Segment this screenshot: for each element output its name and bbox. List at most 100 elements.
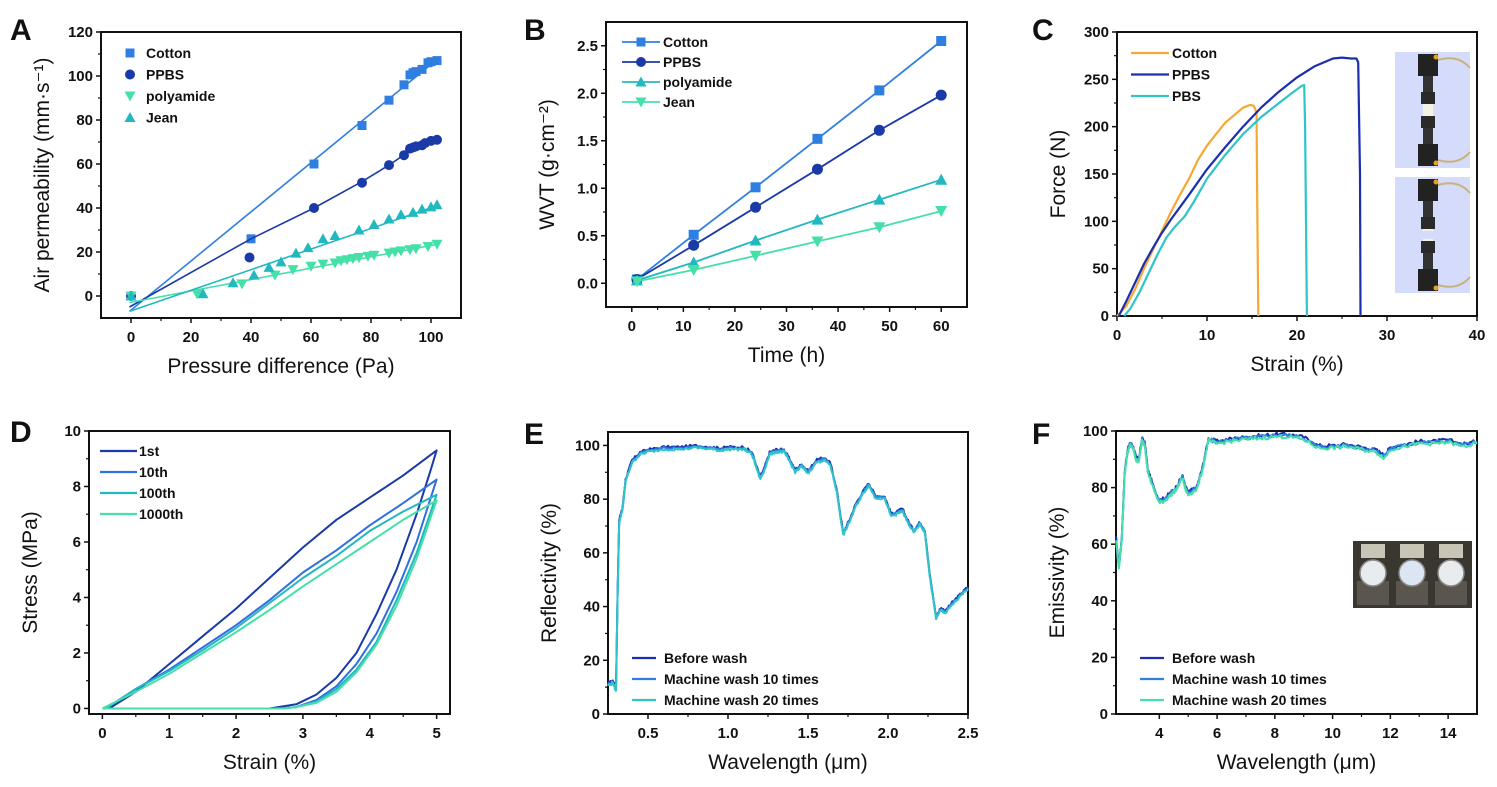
data-point-polyamide	[353, 253, 365, 263]
data-point-polyamide	[191, 289, 203, 300]
legend-label: 100th	[139, 485, 176, 501]
series-line-cotton	[636, 40, 942, 281]
data-point-polyamide	[873, 193, 886, 205]
clamp-bottom	[1421, 116, 1435, 128]
data-point-ppbs	[873, 124, 885, 136]
data-point-ppbs	[384, 160, 394, 171]
y-tick-label: 100	[575, 437, 600, 454]
data-point-jean	[248, 269, 260, 280]
series-line-jean	[636, 210, 942, 283]
spectrum-before-wash	[607, 443, 969, 691]
connector	[1433, 179, 1439, 185]
legend-label: Jean	[146, 110, 178, 126]
x-tick-label: 20	[183, 329, 200, 346]
clamp-top	[1421, 92, 1435, 104]
x-tick-label: 0	[98, 725, 106, 742]
y-tick-label: 40	[583, 599, 600, 616]
fit-line-polyamide	[129, 243, 438, 304]
data-point-cotton	[432, 56, 442, 66]
connector	[1433, 160, 1439, 166]
data-point-jean	[416, 203, 428, 214]
data-point-jean	[407, 206, 419, 217]
y-tick-label: 6	[73, 534, 81, 551]
data-point-cotton	[936, 36, 947, 46]
x-tick-label: 40	[830, 318, 847, 335]
connector	[1433, 285, 1439, 291]
data-point-jean	[431, 199, 443, 210]
y-tick-label: 60	[1091, 536, 1108, 553]
series-loop-100th	[105, 493, 438, 710]
data-point-cotton	[309, 159, 319, 169]
data-point-cotton	[812, 133, 823, 144]
x-tick-label: 8	[1271, 725, 1279, 742]
x-tick-label: 0	[628, 318, 636, 335]
data-point-ppbs	[244, 252, 255, 263]
data-point-jean	[125, 290, 137, 301]
legend-label: Jean	[663, 94, 695, 110]
clamp-bottom	[1421, 241, 1435, 253]
x-axis-title: Wavelength (μm)	[708, 751, 868, 774]
legend-label: Cotton	[1172, 45, 1217, 61]
sample-holder-plate	[1400, 544, 1424, 558]
data-point-jean	[290, 247, 302, 258]
y-tick-label: 0	[1100, 706, 1108, 723]
legend-label: polyamide	[146, 88, 215, 104]
y-tick-label: 80	[76, 112, 93, 129]
data-point-polyamide	[329, 258, 341, 269]
grip-top	[1418, 179, 1438, 201]
plot-frame	[607, 431, 969, 715]
x-tick-label: 60	[303, 329, 320, 346]
y-tick-label: 2	[73, 645, 81, 662]
data-point-polyamide	[811, 213, 824, 225]
y-tick-label: 10	[64, 423, 81, 440]
legend-label: 1000th	[139, 506, 183, 522]
legend-label: polyamide	[663, 74, 732, 90]
y-tick-label: 50	[1092, 261, 1109, 278]
data-point-polyamide	[395, 246, 407, 257]
fabric-sample-disc	[1359, 559, 1387, 587]
panel-a: A 0 20 40 60 80 100 0 20 40 60 80 100 120 Pressure dif…	[10, 14, 462, 378]
panel-letter: D	[10, 416, 32, 449]
data-point-ppbs	[432, 134, 442, 145]
data-point-jean	[263, 261, 275, 272]
data-point-jean	[811, 236, 824, 248]
data-point-ppbs	[399, 150, 409, 161]
clamp-top	[1421, 217, 1435, 229]
y-tick-label: 0.5	[577, 228, 598, 245]
x-tick-label: 30	[778, 318, 795, 335]
y-tick-label: 0	[73, 700, 81, 717]
legend-label: PPBS	[663, 54, 701, 70]
y-tick-label: 2.5	[577, 38, 598, 55]
y-tick-label: 100	[1084, 213, 1109, 230]
data-point-polyamide	[287, 265, 299, 276]
data-point-ppbs	[357, 177, 367, 188]
x-tick-label: 100	[418, 329, 443, 346]
data-point-cotton	[426, 57, 436, 67]
legend-label: Machine wash 10 times	[1172, 671, 1327, 687]
x-axis-title: Pressure difference (Pa)	[167, 355, 394, 378]
legend-marker-polyamide	[124, 91, 136, 102]
x-tick-label: 4	[366, 725, 375, 742]
data-point-jean	[368, 219, 380, 229]
y-tick-label: 60	[76, 156, 93, 173]
data-point-jean	[302, 242, 314, 253]
y-tick-label: 2.0	[577, 85, 598, 102]
data-point-jean	[353, 224, 365, 235]
data-point-jean	[197, 288, 209, 299]
legend-label: Cotton	[146, 45, 191, 61]
y-tick-label: 150	[1084, 166, 1109, 183]
data-point-jean	[687, 264, 700, 276]
x-tick-label: 10	[1324, 725, 1341, 742]
y-axis-title: Air permeability (mm·s⁻¹)	[31, 57, 54, 292]
legend-marker-jean	[124, 112, 136, 122]
x-tick-label: 2.5	[958, 725, 979, 742]
grip-bottom	[1418, 144, 1438, 166]
y-tick-label: 1.0	[577, 180, 598, 197]
data-point-cotton	[750, 182, 761, 193]
data-point-jean	[383, 213, 395, 224]
data-point-jean	[935, 206, 948, 218]
x-tick-label: 20	[1289, 327, 1306, 344]
x-axis-title: Wavelength (μm)	[1217, 751, 1377, 774]
x-tick-label: 4	[1155, 725, 1164, 742]
y-axis-title: Stress (MPa)	[19, 511, 42, 634]
